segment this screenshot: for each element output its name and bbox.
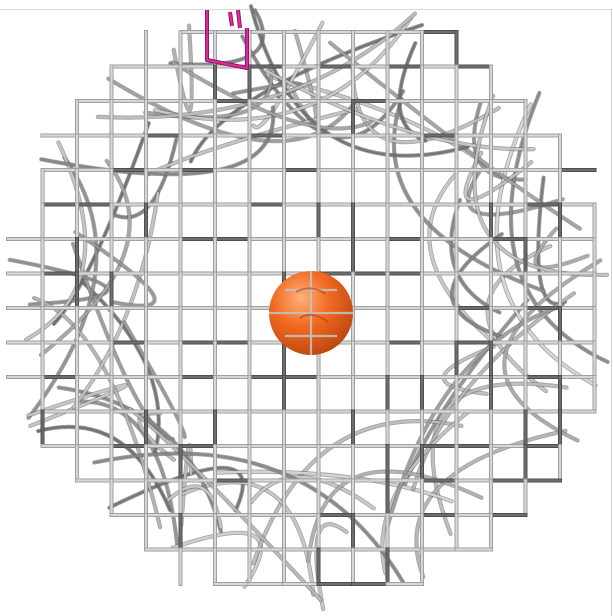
- ligand-fragment: [205, 9, 249, 70]
- mesh-strand: [249, 475, 375, 510]
- mesh-strand: [96, 12, 417, 119]
- ligand-bond: [236, 9, 242, 29]
- mesh-strand: [171, 61, 373, 130]
- central-atom[interactable]: [269, 271, 353, 355]
- mesh-strand: [36, 425, 172, 512]
- mesh-strand: [72, 191, 160, 409]
- mesh-strand: [189, 23, 424, 163]
- mesh-strand: [24, 141, 87, 341]
- mesh-strand: [93, 452, 405, 584]
- mesh-strand: [315, 522, 348, 611]
- protein-mesh: [7, 4, 610, 611]
- density-grid: [6, 30, 597, 586]
- mesh-strand: [146, 107, 360, 176]
- mesh-strand: [265, 69, 535, 151]
- mesh-strand: [450, 232, 504, 338]
- mesh-strand: [74, 230, 156, 307]
- ligand-bond: [205, 10, 249, 70]
- atom-shading: [295, 287, 329, 323]
- mesh-strand: [351, 66, 501, 144]
- viewer-top-border: [0, 9, 613, 10]
- mesh-strand: [71, 242, 175, 441]
- mesh-strand: [215, 470, 453, 503]
- mesh-strand: [107, 77, 358, 143]
- ligand-bond: [228, 11, 234, 27]
- mesh-strand: [39, 159, 131, 357]
- mesh-strand: [27, 156, 98, 420]
- viewer-right-border: [611, 9, 612, 616]
- mesh-strand: [171, 531, 263, 588]
